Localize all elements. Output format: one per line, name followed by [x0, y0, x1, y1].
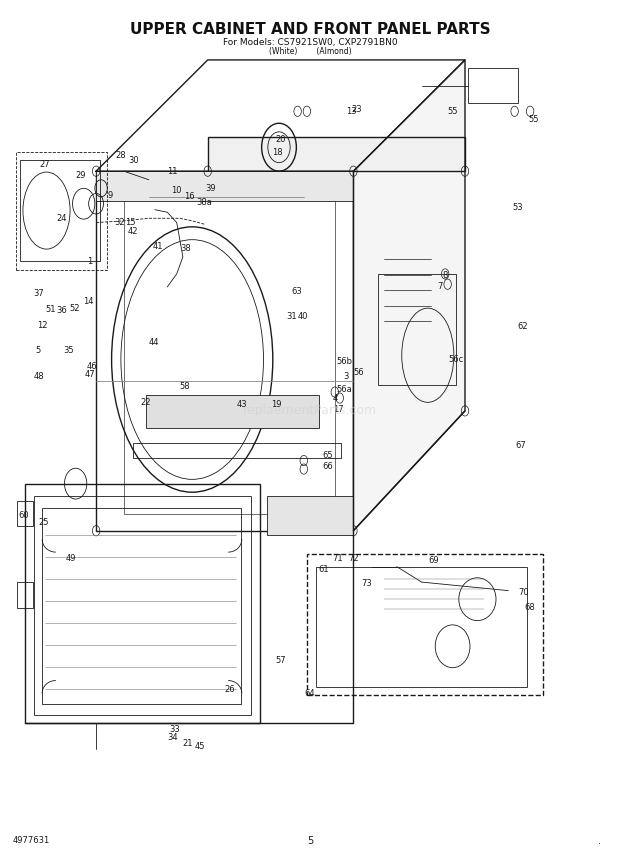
Text: 29: 29 [76, 171, 86, 180]
Text: 71: 71 [332, 554, 343, 562]
Bar [316, 567, 527, 687]
Text: 30: 30 [128, 157, 139, 165]
Text: 13: 13 [346, 107, 357, 116]
Text: 9: 9 [108, 191, 113, 199]
Text: 43: 43 [236, 400, 247, 408]
Bar [17, 582, 33, 608]
Text: 53: 53 [512, 203, 523, 211]
Text: 65: 65 [322, 451, 333, 460]
Text: 61: 61 [318, 565, 329, 574]
Text: 44: 44 [149, 338, 159, 347]
Bar [124, 197, 335, 514]
Text: 55: 55 [448, 107, 458, 116]
Text: 5: 5 [307, 835, 313, 846]
Text: 64: 64 [304, 689, 316, 698]
Text: (White)        (Almond): (White) (Almond) [268, 47, 352, 56]
Bar [133, 443, 341, 458]
Text: 55: 55 [528, 116, 538, 124]
Text: 72: 72 [348, 554, 359, 562]
Text: 8: 8 [443, 271, 448, 280]
Text: 18: 18 [272, 148, 283, 157]
Text: 38: 38 [180, 244, 192, 253]
Bar [42, 508, 241, 704]
Text: For Models: CS7921SW0, CXP2791BN0: For Models: CS7921SW0, CXP2791BN0 [223, 39, 397, 47]
Bar [20, 160, 100, 261]
Text: 12: 12 [37, 321, 47, 330]
Bar [146, 395, 319, 428]
Bar [25, 484, 260, 723]
Text: 70: 70 [518, 588, 529, 597]
Text: 35: 35 [63, 347, 74, 355]
Text: 40: 40 [298, 312, 308, 321]
Text: 7: 7 [438, 282, 443, 291]
Text: 21: 21 [183, 739, 193, 747]
Bar [468, 68, 518, 103]
Text: 15: 15 [125, 218, 135, 227]
Text: 69: 69 [428, 556, 440, 565]
Text: 62: 62 [517, 323, 528, 331]
Bar [17, 501, 33, 526]
Text: 41: 41 [153, 242, 163, 251]
Text: 17: 17 [333, 405, 344, 413]
Text: 56c: 56c [449, 355, 464, 364]
Text: 39: 39 [205, 184, 216, 193]
Text: 56: 56 [353, 368, 364, 377]
Bar [96, 171, 353, 531]
Text: 46: 46 [86, 362, 97, 371]
Text: 16: 16 [184, 193, 195, 201]
Bar [208, 137, 465, 171]
Text: 3: 3 [343, 372, 348, 381]
Text: 32: 32 [114, 218, 125, 227]
Text: 38a: 38a [197, 199, 213, 207]
Text: 14: 14 [84, 297, 94, 306]
Text: 19: 19 [272, 401, 281, 409]
Text: 36: 36 [56, 306, 68, 315]
Text: 28: 28 [115, 152, 126, 160]
Text: 58: 58 [179, 383, 190, 391]
Text: 11: 11 [167, 167, 177, 175]
Text: 1: 1 [87, 257, 92, 265]
Text: 68: 68 [525, 603, 536, 612]
Text: 63: 63 [291, 287, 302, 295]
Text: 24: 24 [57, 214, 67, 223]
Text: replaementParts.com: replaementParts.com [243, 404, 377, 418]
Text: 60: 60 [18, 511, 29, 520]
Text: 67: 67 [515, 441, 526, 449]
Text: 20: 20 [275, 135, 285, 144]
Bar [307, 554, 542, 695]
Text: 31: 31 [286, 312, 297, 321]
Text: 42: 42 [128, 227, 138, 235]
Text: 25: 25 [38, 518, 48, 526]
Text: 48: 48 [33, 372, 44, 381]
Text: .: . [598, 835, 601, 846]
Text: 4977631: 4977631 [12, 836, 50, 845]
Text: 22: 22 [141, 398, 151, 407]
Text: 5: 5 [36, 347, 41, 355]
Bar [96, 171, 353, 201]
Text: 33: 33 [169, 725, 180, 734]
Text: UPPER CABINET AND FRONT PANEL PARTS: UPPER CABINET AND FRONT PANEL PARTS [130, 22, 490, 38]
Text: 47: 47 [84, 371, 95, 379]
Text: 34: 34 [167, 734, 178, 742]
Bar [16, 152, 107, 270]
Bar [267, 496, 353, 535]
Text: 4: 4 [332, 394, 337, 402]
Polygon shape [353, 60, 465, 531]
Text: 10: 10 [172, 186, 182, 194]
Text: 49: 49 [66, 554, 76, 562]
Text: 73: 73 [361, 580, 373, 588]
Bar [34, 496, 251, 715]
Text: 66: 66 [322, 462, 333, 471]
Bar [378, 274, 456, 385]
Text: 56a: 56a [337, 385, 353, 394]
Text: 51: 51 [46, 306, 56, 314]
Text: 26: 26 [224, 685, 235, 693]
Text: 37: 37 [33, 289, 44, 298]
Text: 57: 57 [275, 657, 286, 665]
Text: 45: 45 [195, 742, 205, 751]
Text: 23: 23 [351, 105, 362, 114]
Text: 56b: 56b [337, 357, 353, 366]
Text: 27: 27 [39, 160, 50, 169]
Text: 52: 52 [69, 304, 79, 312]
